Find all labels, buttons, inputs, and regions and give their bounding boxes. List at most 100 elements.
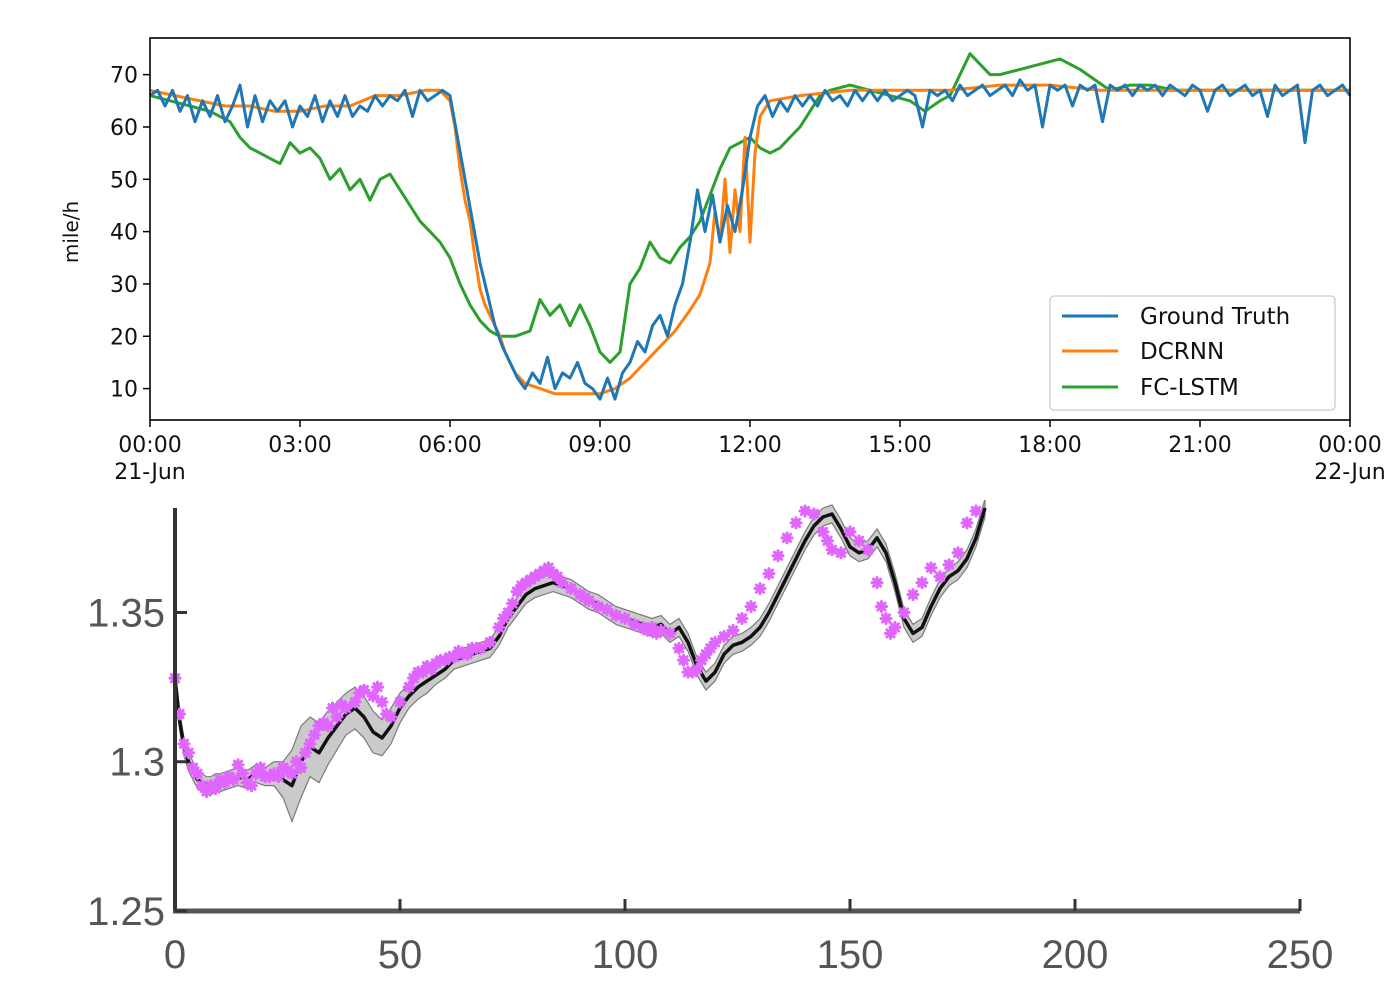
observation-point — [425, 662, 438, 676]
observation-point — [717, 629, 731, 643]
observation-point — [308, 728, 321, 742]
chart2-xtick-label: 250 — [1267, 933, 1334, 977]
observation-point — [861, 543, 875, 557]
observation-point — [177, 737, 191, 751]
chart1-y-axis-label: mile/h — [59, 201, 83, 263]
chart1-ytick-label: 50 — [110, 168, 138, 193]
series-line-fc-lstm — [149, 52, 1350, 364]
chart1-xtick-label: 21:00 — [1168, 433, 1231, 458]
observation-point — [884, 626, 897, 640]
observation-point — [654, 623, 668, 637]
chart2-xtick-label: 0 — [164, 933, 186, 977]
observation-point — [555, 576, 569, 590]
observation-point — [564, 582, 578, 596]
chart1-xtick-label: 15:00 — [868, 433, 931, 458]
observation-point — [339, 701, 353, 715]
chart1-xtick-label: 12:00 — [718, 433, 781, 458]
observation-point — [789, 516, 803, 530]
observation-point — [303, 737, 317, 751]
observation-point — [290, 755, 303, 769]
observation-point — [191, 767, 204, 781]
forecast-chart: 1.25 1.3 1.35 0 50 100 150 200 250 — [87, 500, 1334, 977]
observation-point — [492, 620, 506, 634]
observation-point — [888, 620, 902, 634]
observation-point — [744, 600, 758, 614]
chart1-xtick-date: 21-Jun — [114, 460, 186, 485]
observation-point — [969, 504, 983, 518]
observation-point — [461, 647, 474, 661]
observation-point — [807, 507, 821, 521]
observation-point — [186, 761, 200, 775]
observation-point — [182, 746, 195, 760]
observation-point — [771, 549, 785, 563]
observation-point — [672, 641, 686, 655]
observation-point — [371, 680, 384, 694]
observation-point — [272, 770, 285, 784]
chart1-ytick-label: 20 — [110, 325, 138, 350]
observation-point — [915, 576, 929, 590]
observation-point — [375, 695, 389, 709]
chart1-legend-box — [1049, 295, 1336, 411]
observation-point — [285, 767, 299, 781]
chart2-yticks: 1.25 1.3 1.35 — [87, 591, 187, 934]
observation-point — [330, 710, 344, 724]
observation-point — [843, 525, 857, 539]
observation-point — [407, 671, 420, 685]
observation-point — [195, 779, 209, 793]
observation-point — [393, 695, 407, 709]
observation-point — [834, 546, 848, 560]
observation-point — [249, 767, 263, 781]
observation-point — [798, 504, 812, 518]
chart1-legend: Ground Truth DCRNN FC-LSTM — [1049, 295, 1336, 411]
observation-point — [618, 611, 632, 625]
chart1-series-layer — [149, 52, 1352, 401]
observation-point — [870, 576, 884, 590]
chart1-ytick-label: 10 — [110, 378, 138, 403]
observation-point — [321, 719, 335, 733]
chart1-ytick-label: 40 — [110, 221, 138, 246]
observation-point — [879, 611, 893, 625]
observation-point — [645, 620, 659, 634]
observation-point — [236, 767, 249, 781]
observation-point — [591, 600, 605, 614]
observation-point — [366, 689, 380, 703]
observation-point — [510, 585, 524, 599]
observation-point — [825, 543, 839, 557]
observation-point — [173, 707, 186, 721]
observation-point — [357, 683, 371, 697]
observation-point — [690, 662, 704, 676]
legend-label-fc-lstm: FC-LSTM — [1140, 375, 1239, 401]
observation-point — [852, 534, 866, 548]
chart1-xtick-label: 18:00 — [1018, 433, 1081, 458]
chart1-ytick-label: 30 — [110, 273, 138, 298]
chart2-points-layer — [168, 504, 983, 799]
observation-point — [582, 594, 596, 608]
chart1-xtick-date: 22-Jun — [1314, 460, 1386, 485]
legend-label-ground-truth: Ground Truth — [1140, 304, 1290, 330]
series-line-ground-truth — [149, 78, 1352, 401]
observation-point — [906, 588, 920, 602]
observation-point — [326, 701, 339, 715]
observation-point — [627, 617, 641, 631]
observation-point — [960, 516, 974, 530]
observation-point — [474, 641, 488, 655]
observation-point — [497, 611, 510, 625]
legend-label-dcrnn: DCRNN — [1140, 339, 1224, 365]
chart1-yticks: 10 20 30 40 50 60 70 — [110, 64, 150, 403]
observation-point — [699, 647, 713, 661]
observation-point — [384, 710, 398, 724]
observation-point — [501, 605, 515, 619]
observation-point — [762, 567, 776, 581]
chart2-xtick-label: 50 — [378, 933, 423, 977]
chart1-ytick-label: 60 — [110, 116, 138, 141]
observation-point — [506, 597, 519, 611]
observation-point — [942, 558, 956, 572]
chart1-xtick-label: 00:00 — [118, 433, 181, 458]
observation-point — [875, 600, 888, 614]
series-line-dcrnn — [149, 83, 1350, 396]
observation-point — [200, 785, 213, 799]
observation-point — [704, 641, 717, 655]
observation-point — [483, 635, 497, 649]
chart2-ytick-label: 1.25 — [87, 890, 165, 934]
